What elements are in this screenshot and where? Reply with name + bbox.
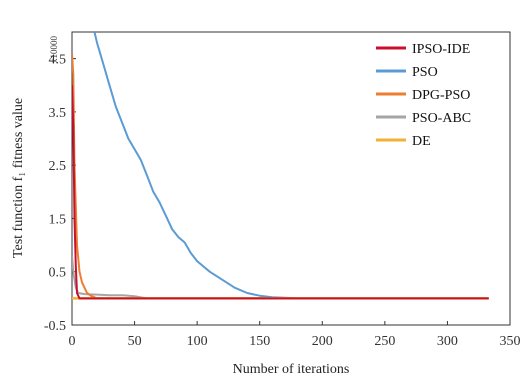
y-tick-label: 4.5 <box>49 53 67 68</box>
legend-label: PSO <box>412 65 438 80</box>
legend-label: PSO-ABC <box>412 111 471 126</box>
legend-label: DPG-PSO <box>412 88 470 103</box>
y-tick-label: 0.5 <box>49 266 67 281</box>
y-axis-label: Test function f₁ fitness value <box>11 98 26 258</box>
y-tick-label: -0.5 <box>44 319 66 334</box>
x-tick-label: 0 <box>69 334 76 349</box>
x-tick-label: 200 <box>312 334 333 349</box>
y-tick-label: 2.5 <box>49 159 67 174</box>
axis-ticks: 0 50 100 150 200 250 300 350 -0.5 0.5 1.5 2.5 3.5 4.5 <box>44 53 521 349</box>
plot-frame <box>71 31 511 326</box>
x-tick-label: 250 <box>374 334 395 349</box>
x-tick-label: 300 <box>437 334 458 349</box>
x-tick-label: 150 <box>249 334 270 349</box>
x-tick-label: 50 <box>128 334 142 349</box>
legend-label: DE <box>412 134 431 149</box>
x-tick-label: 350 <box>500 334 521 349</box>
y-tick-label: 3.5 <box>49 106 67 121</box>
x-axis-label: Number of iterations <box>233 362 350 377</box>
y-tick-label: 1.5 <box>49 212 67 227</box>
y-multiplier-label: x10000 <box>49 36 59 64</box>
x-tick-label: 100 <box>187 334 208 349</box>
legend-label: IPSO-IDE <box>412 42 470 57</box>
legend: IPSO-IDE PSO DPG-PSO PSO-ABC DE <box>376 42 471 149</box>
series-line-pso-abc <box>72 255 489 300</box>
series-line-ipso-ide <box>72 85 489 300</box>
series-lines <box>72 32 489 300</box>
